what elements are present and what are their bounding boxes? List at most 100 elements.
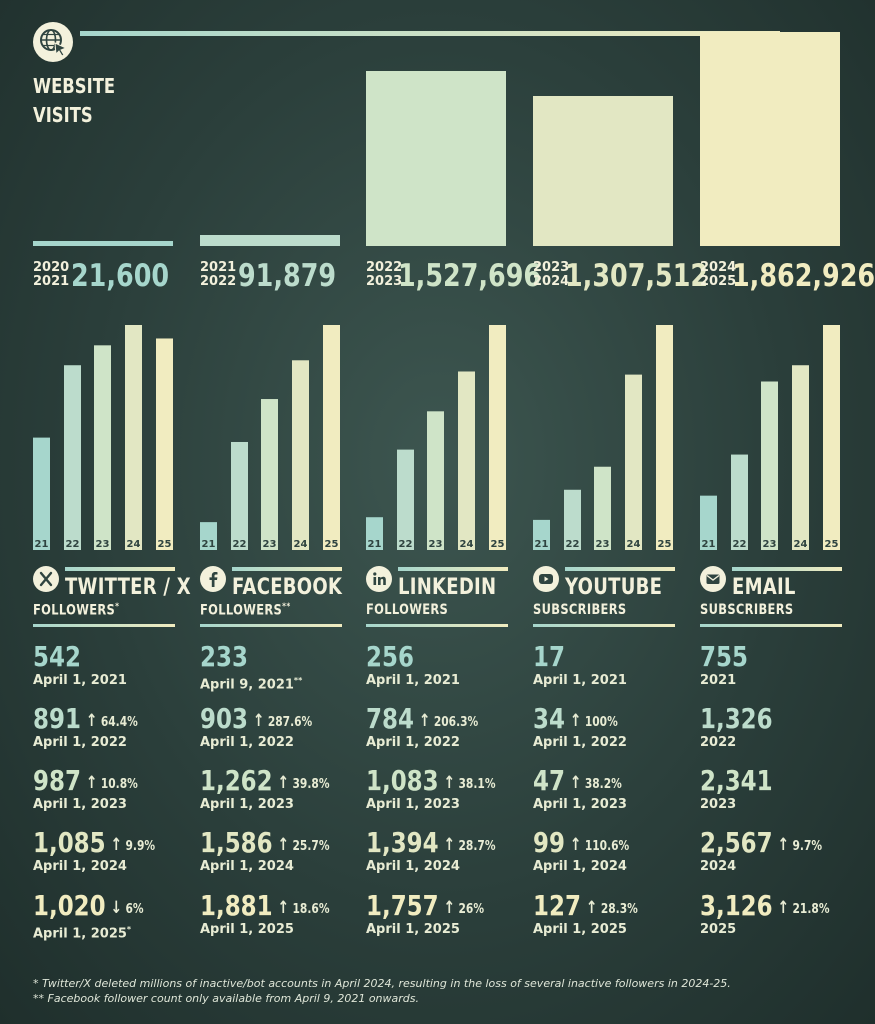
x-stat-row: 542 April 1, 2021	[33, 642, 183, 689]
platform-bar-charts: 21 22 23 24 25 21 22 23 24 25 21 22 23 24 25 21 22 23 24 25…	[33, 325, 840, 550]
youtube-logo-bar-23	[594, 466, 611, 550]
email-stat-value: 755	[700, 640, 748, 673]
facebook-title-line	[232, 567, 342, 571]
x-logo-bar-24	[125, 325, 142, 550]
linkedin-logo-bar-25	[489, 325, 506, 550]
x-logo-bar-25	[156, 338, 173, 550]
facebook-date-footnote-mark: **	[293, 676, 303, 685]
facebook-logo-bar-22	[231, 441, 248, 550]
linkedin-stat-value: 1,394	[366, 826, 439, 859]
x-stat-change: ↓ 6%	[110, 898, 144, 918]
email-envelope-bar-label-24: 24	[794, 539, 808, 550]
youtube-logo-bar-22	[564, 489, 581, 550]
visits-period-label-2: 2021 2022	[200, 260, 237, 289]
linkedin-stat-row: 784 ↑ 206.3% April 1, 2022	[366, 704, 516, 751]
youtube-stat-row: 17 April 1, 2021	[533, 642, 683, 689]
linkedin-logo-bar-22	[397, 449, 414, 550]
facebook-logo-bar-label-21: 21	[202, 539, 216, 550]
youtube-stat-row: 99 ↑ 110.6% April 1, 2024	[533, 828, 683, 875]
youtube-stat-value: 34	[533, 702, 565, 735]
x-stat-row: 891 ↑ 64.4% April 1, 2022	[33, 704, 183, 751]
x-divider	[33, 624, 175, 627]
email-stat-change: ↑ 21.8%	[777, 898, 830, 918]
linkedin-icon-circle	[366, 566, 392, 592]
visits-bar-4	[533, 95, 673, 246]
arrow-down-icon: ↓	[110, 898, 123, 918]
email-envelope-bar-23	[761, 381, 778, 550]
arrow-up-icon: ↑	[85, 773, 98, 793]
visits-value-label-4: 1,307,512	[565, 258, 709, 294]
facebook-stat-value: 1,881	[200, 889, 273, 922]
x-logo-icon	[39, 571, 53, 587]
website-visits-title: WEBSITE VISITS	[33, 74, 116, 127]
facebook-stat-row: 1,262 ↑ 39.8% April 1, 2023	[200, 766, 350, 813]
facebook-stat-date: April 1, 2025	[200, 922, 294, 937]
x-logo-bar-22	[64, 365, 81, 550]
email-divider	[700, 624, 842, 627]
globe-cursor-icon	[40, 29, 68, 57]
linkedin-logo-bar-24	[458, 371, 475, 550]
youtube-logo-bar-label-24: 24	[627, 539, 641, 550]
x-stat-date: April 1, 2023	[33, 797, 127, 812]
x-date-footnote-mark: *	[126, 925, 132, 934]
facebook-stat-date: April 1, 2023	[200, 797, 294, 812]
facebook-stat-value: 903	[200, 702, 248, 735]
email-envelope-bar-25	[823, 325, 840, 550]
youtube-logo-icon	[539, 574, 553, 584]
email-stat-row: 2,341 2023	[700, 766, 850, 813]
x-subtitle: FOLLOWERS*	[33, 602, 120, 619]
youtube-stat-row: 34 ↑ 100% April 1, 2022	[533, 704, 683, 751]
visits-period-label-4: 2023 2024	[533, 260, 570, 289]
linkedin-stat-date: April 1, 2023	[366, 797, 460, 812]
arrow-up-icon: ↑	[443, 898, 456, 918]
linkedin-stat-date: April 1, 2025	[366, 922, 460, 937]
x-stat-change: ↑ 64.4%	[85, 711, 138, 731]
youtube-logo-bar-label-25: 25	[658, 539, 672, 550]
arrow-up-icon: ↑	[277, 773, 290, 793]
x-logo-bar-23	[94, 345, 111, 550]
x-stat-date: April 1, 2024	[33, 859, 127, 874]
facebook-stat-value: 233	[200, 640, 248, 673]
youtube-subtitle: SUBSCRIBERS	[533, 602, 627, 618]
visits-period-label-1: 2020 2021	[33, 260, 70, 289]
linkedin-stat-row: 1,394 ↑ 28.7% April 1, 2024	[366, 828, 516, 875]
facebook-stat-change: ↑ 287.6%	[252, 711, 313, 731]
facebook-subtitle: FOLLOWERS**	[200, 602, 291, 619]
email-stat-row: 3,126 ↑ 21.8% 2025	[700, 891, 850, 938]
linkedin-logo-icon	[373, 572, 386, 585]
x-icon-circle	[33, 566, 59, 592]
email-envelope-bar-21	[700, 495, 717, 550]
youtube-stat-value: 17	[533, 640, 565, 673]
facebook-stat-change: ↑ 39.8%	[277, 773, 330, 793]
email-stat-date: 2023	[700, 797, 737, 812]
youtube-stat-row: 47 ↑ 38.2% April 1, 2023	[533, 766, 683, 813]
youtube-stat-date: April 1, 2024	[533, 859, 627, 874]
x-stat-value: 542	[33, 640, 81, 673]
arrow-up-icon: ↑	[85, 711, 98, 731]
facebook-title: FACEBOOK	[232, 575, 343, 600]
arrow-up-icon: ↑	[777, 835, 790, 855]
x-stat-change: ↑ 10.8%	[85, 773, 138, 793]
linkedin-logo-bar-23	[427, 411, 444, 550]
x-stat-value: 1,020	[33, 889, 106, 922]
youtube-stat-change: ↑ 28.3%	[585, 898, 638, 918]
email-icon-circle	[700, 566, 726, 592]
email-stat-date: 2021	[700, 673, 737, 688]
facebook-logo-icon	[209, 572, 218, 587]
facebook-logo-bar-24	[292, 360, 309, 550]
visits-period-label-5: 2024 2025	[700, 260, 737, 289]
x-stat-row: 1,085 ↑ 9.9% April 1, 2024	[33, 828, 183, 875]
email-envelope-icon	[706, 574, 720, 584]
facebook-logo-bar-label-24: 24	[294, 539, 308, 550]
arrow-up-icon: ↑	[443, 835, 456, 855]
linkedin-divider	[366, 624, 508, 627]
linkedin-logo-bar-label-22: 22	[399, 539, 413, 550]
linkedin-logo-bar-label-23: 23	[429, 539, 443, 550]
youtube-logo-bar-label-23: 23	[596, 539, 610, 550]
x-stat-value: 987	[33, 764, 81, 797]
youtube-stat-date: April 1, 2021	[533, 673, 627, 688]
arrow-up-icon: ↑	[569, 835, 582, 855]
facebook-stat-date: April 1, 2024	[200, 859, 294, 874]
facebook-logo-bar-label-25: 25	[325, 539, 339, 550]
x-stat-value: 1,085	[33, 826, 106, 859]
